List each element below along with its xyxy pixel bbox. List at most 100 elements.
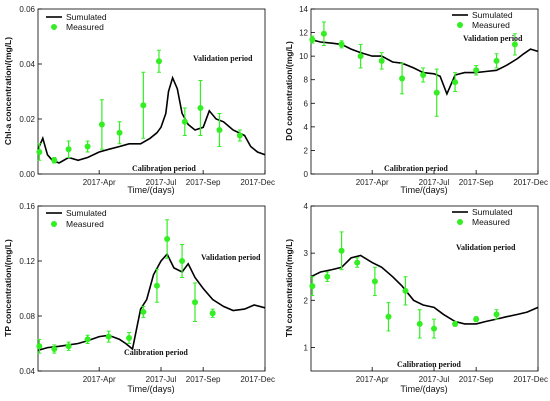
measured-point: [378, 57, 385, 64]
x-tick-label: 2017-Dec: [513, 178, 548, 187]
y-tick-label: 14: [299, 5, 308, 14]
measured-point: [473, 316, 480, 323]
y-tick-label: 0.04: [19, 367, 35, 376]
measured-points: [309, 231, 500, 339]
x-tick-label: 2017-Jul: [419, 178, 450, 187]
calibration-period-label: Calibration period: [397, 360, 461, 369]
y-tick-group: 1 2 3 4: [304, 202, 315, 352]
measured-point: [105, 333, 112, 340]
simulated-line: [310, 38, 539, 97]
y-tick-label: 0.00: [19, 170, 35, 179]
measured-point: [98, 121, 105, 128]
x-tick-label: 2017-Jul: [146, 375, 177, 384]
chart-panel-chla: 2017-Apr 2017-Jul 2017-Sep 2017-Dec 0.00 0.0…: [3, 5, 275, 195]
simulated-line: [37, 252, 266, 352]
chart-panel-tp: 2017-Apr 2017-Jul 2017-Sep 2017-Dec 0.040.0…: [3, 202, 275, 394]
legend: Sumulated Measured: [452, 10, 513, 30]
x-tick-group: 2017-Apr 2017-Jul 2017-Sep 2017-Dec: [83, 170, 275, 187]
legend: Sumulated Measured: [452, 207, 513, 227]
measured-points: [36, 219, 216, 354]
y-tick-group: 0.00 0.02 0.04 0.06: [19, 5, 42, 179]
plot-frame: [310, 8, 539, 175]
plot-frame: [310, 205, 539, 372]
legend-marker-swatch: [51, 221, 57, 227]
legend-simulated-label: Sumulated: [66, 208, 107, 218]
legend-marker-swatch: [51, 24, 57, 30]
measured-point: [51, 157, 58, 164]
measured-point: [181, 118, 188, 125]
y-tick-label: 0.06: [19, 5, 35, 14]
y-tick-label: 4: [304, 123, 309, 132]
measured-point: [420, 72, 427, 78]
measured-point: [338, 41, 345, 48]
measured-point: [236, 132, 243, 139]
measured-point: [385, 313, 392, 320]
x-tick-group: 2017-Apr 2017-Jul 2017-Sep 2017-Dec: [356, 367, 548, 384]
measured-point: [216, 127, 223, 133]
legend-simulated-label: Sumulated: [66, 12, 107, 22]
y-tick-label: 6: [304, 99, 309, 108]
y-axis-label: DO concentration/(mg/L): [284, 41, 294, 141]
measured-point: [354, 259, 361, 266]
x-axis-label: Time/(days): [127, 384, 174, 394]
measured-point: [84, 336, 91, 343]
y-tick-label: 12: [299, 29, 308, 38]
measured-point: [209, 310, 216, 317]
y-tick-label: 3: [304, 249, 309, 258]
x-tick-label: 2017-Sep: [459, 375, 494, 384]
legend-measured-label: Measured: [66, 22, 104, 32]
x-tick-group: 2017-Apr 2017-Jul 2017-Sep 2017-Dec: [356, 170, 548, 187]
measured-point: [140, 308, 147, 315]
measured-point: [493, 311, 500, 318]
x-tick-group: 2017-Apr 2017-Jul 2017-Sep 2017-Dec: [83, 367, 275, 384]
y-tick-label: 4: [304, 202, 309, 211]
measured-points: [36, 49, 243, 164]
measured-point: [116, 129, 123, 136]
measured-point: [357, 53, 364, 60]
measured-point: [433, 89, 440, 96]
measured-point: [51, 346, 58, 352]
measured-point: [197, 105, 204, 111]
validation-period-label: Validation period: [193, 54, 253, 63]
x-tick-label: 2017-Jul: [419, 375, 450, 384]
validation-period-label: Validation period: [456, 243, 516, 252]
y-tick-label: 0: [304, 170, 309, 179]
measured-point: [452, 79, 459, 86]
measured-point: [140, 102, 147, 109]
legend-measured-label: Measured: [472, 20, 510, 30]
measured-point: [191, 299, 198, 306]
legend-simulated-label: Sumulated: [472, 10, 513, 20]
y-axis-label: TP concentration/(mg/L): [3, 239, 13, 337]
y-tick-label: 0.04: [19, 60, 35, 69]
y-tick-label: 1: [304, 343, 309, 352]
y-tick-label: 10: [299, 52, 308, 61]
x-tick-label: 2017-Sep: [186, 375, 221, 384]
y-tick-label: 0.08: [19, 312, 35, 321]
y-tick-label: 8: [304, 76, 309, 85]
measured-point: [320, 30, 327, 37]
x-tick-label: 2017-Dec: [240, 178, 275, 187]
measured-point: [493, 57, 500, 64]
x-tick-label: 2017-Dec: [513, 375, 548, 384]
measured-point: [155, 58, 162, 65]
x-axis-label: Time/(days): [400, 384, 447, 394]
measured-point: [179, 258, 186, 264]
measured-point: [126, 335, 133, 341]
x-tick-label: 2017-Jul: [146, 178, 177, 187]
y-tick-label: 0.16: [19, 202, 35, 211]
x-tick-label: 2017-Apr: [83, 375, 116, 384]
y-tick-group: 0 2 4 6 8 10 12 14: [299, 5, 315, 179]
y-axis-label: Chl-a concentration/(mg/L): [3, 37, 13, 145]
measured-point: [84, 143, 91, 150]
y-tick-label: 2: [304, 296, 309, 305]
x-axis-label: Time/(days): [127, 185, 174, 195]
measured-point: [65, 146, 72, 153]
measured-point: [338, 247, 345, 254]
x-tick-label: 2017-Apr: [83, 178, 116, 187]
legend-measured-label: Measured: [472, 217, 510, 227]
measured-points: [309, 21, 518, 117]
y-tick-label: 0.12: [19, 257, 35, 266]
measured-point: [324, 273, 331, 280]
x-tick-label: 2017-Sep: [186, 178, 221, 187]
legend-measured-label: Measured: [66, 219, 104, 229]
